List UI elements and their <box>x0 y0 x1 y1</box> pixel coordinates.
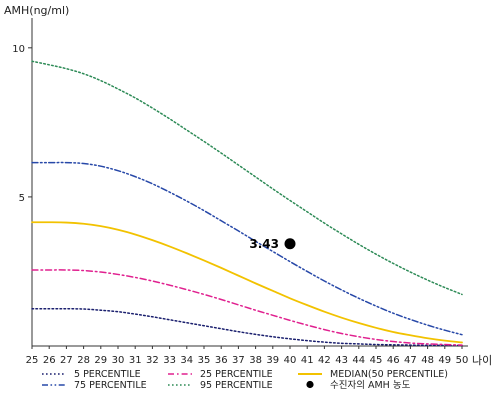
legend-marker-dot <box>306 380 314 389</box>
x-tick-label: 37 <box>232 355 245 366</box>
series-line-median-50-percentile <box>31 221 463 344</box>
y-tick-label: 5 <box>19 193 25 204</box>
legend-label-patient-amh: 수진자의 AMH 농도 <box>330 380 411 391</box>
legend-label-25-percentile: 25 PERCENTILE <box>200 369 273 380</box>
legend-label-5-percentile: 5 PERCENTILE <box>74 369 141 380</box>
x-tick-label: 40 <box>284 355 297 366</box>
x-ticks: 25 26 27 28 29 30 31 32 33 34 35 36 37 38 39 40 41 42 43 44… <box>26 346 469 366</box>
x-tick-label: 38 <box>249 355 262 366</box>
x-tick-label: 41 <box>301 355 314 366</box>
x-tick-label: 48 <box>421 355 434 366</box>
x-tick-label: 36 <box>215 355 228 366</box>
patient-amh-point <box>284 238 296 250</box>
x-axis-label: 나이 <box>472 354 492 367</box>
series-line-5-percentile <box>31 307 463 347</box>
x-tick-label: 49 <box>438 355 451 366</box>
x-tick-label: 30 <box>112 355 125 366</box>
legend-label-75-percentile: 75 PERCENTILE <box>74 380 147 391</box>
x-tick-label: 26 <box>43 355 56 366</box>
x-tick-label: 44 <box>352 355 365 366</box>
x-tick-label: 28 <box>77 355 90 366</box>
legend: 5 PERCENTILE 25 PERCENTILE MEDIAN(50 PERCE… <box>42 369 448 391</box>
x-tick-label: 45 <box>370 355 383 366</box>
x-tick-label: 39 <box>266 355 279 366</box>
y-ticks: 5 10 <box>12 44 32 204</box>
x-tick-label: 50 <box>456 355 469 366</box>
patient-marker-group: 3.43 <box>249 237 296 251</box>
axes <box>31 18 468 347</box>
series-line-25-percentile <box>31 269 463 346</box>
series-line-75-percentile <box>31 161 463 336</box>
x-tick-label: 32 <box>146 355 159 366</box>
series-line-95-percentile <box>31 60 463 296</box>
x-tick-label: 35 <box>198 355 211 366</box>
x-tick-label: 34 <box>180 355 193 366</box>
y-tick-label: 10 <box>12 44 25 55</box>
legend-label-median-50-percentile: MEDIAN(50 PERCENTILE) <box>330 369 448 380</box>
x-tick-label: 42 <box>318 355 331 366</box>
x-tick-label: 25 <box>26 355 39 366</box>
x-tick-label: 27 <box>60 355 73 366</box>
x-tick-label: 47 <box>404 355 417 366</box>
x-tick-label: 46 <box>387 355 400 366</box>
x-tick-label: 29 <box>94 355 107 366</box>
series-lines <box>31 60 463 347</box>
x-tick-label: 33 <box>163 355 176 366</box>
patient-amh-value-label: 3.43 <box>249 237 279 251</box>
x-tick-label: 43 <box>335 355 348 366</box>
legend-label-95-percentile: 95 PERCENTILE <box>200 380 273 391</box>
x-tick-label: 31 <box>129 355 142 366</box>
y-axis-label: AMH(ng/ml) <box>4 4 69 17</box>
